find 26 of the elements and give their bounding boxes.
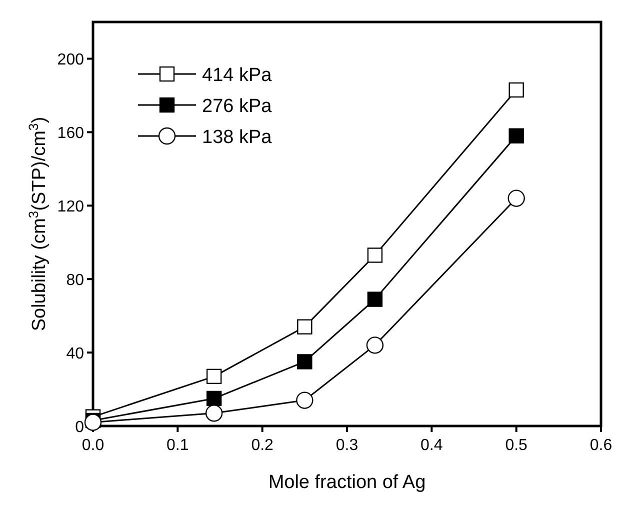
x-tick-label: 0.4 (420, 437, 443, 454)
point (206, 368, 222, 384)
x-tick-label: 0.0 (82, 437, 104, 454)
y-tick-label: 160 (57, 125, 84, 142)
y-tick-label: 200 (57, 52, 84, 69)
point (84, 414, 102, 431)
x-tick-label: 0.6 (590, 437, 612, 454)
point (367, 292, 383, 307)
y-tick-label: 80 (66, 272, 84, 290)
point (297, 319, 312, 334)
point (297, 354, 312, 370)
legend-label: 276 kPa (202, 96, 272, 117)
x-tick-label: 0.5 (505, 437, 528, 454)
y-tick-label: 40 (66, 346, 84, 363)
x-tick-label: 0.1 (166, 437, 189, 454)
point (508, 128, 524, 144)
x-axis-title: Mole fraction of Ag (268, 472, 426, 493)
point (367, 248, 383, 263)
legend-label: 138 kPa (202, 127, 272, 148)
point (508, 82, 524, 98)
legend-label: 414 kPa (202, 65, 272, 86)
y-tick-label: 120 (57, 198, 84, 216)
y-tick-label: 0 (75, 419, 84, 436)
x-tick-label: 0.3 (336, 437, 358, 454)
point (206, 390, 222, 406)
x-tick-label: 0.2 (251, 437, 274, 454)
